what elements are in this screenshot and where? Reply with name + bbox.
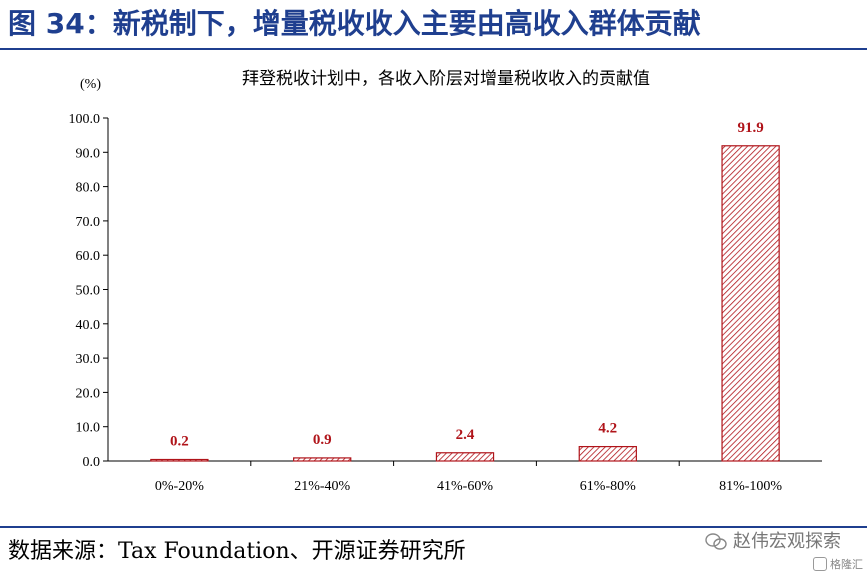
y-tick-label: 30.0 bbox=[76, 352, 101, 367]
wechat-icon bbox=[705, 533, 727, 550]
y-tick-label: 70.0 bbox=[76, 215, 101, 230]
y-tick-label: 10.0 bbox=[76, 421, 101, 436]
y-tick-label: 40.0 bbox=[76, 318, 101, 333]
x-tick-label: 81%-100% bbox=[719, 479, 782, 494]
y-unit-label: (%) bbox=[80, 77, 101, 92]
axes: 0.0 10.0 20.0 30.0 40.0 50.0 60.0 70.0 80.0 90.0 1… bbox=[69, 112, 822, 494]
source-note: 数据来源：Tax Foundation、开源证券研究所 bbox=[8, 539, 466, 564]
x-tick-label: 21%-40% bbox=[294, 479, 350, 494]
watermark-small: 格隆汇 bbox=[813, 556, 863, 572]
y-tick-label: 100.0 bbox=[69, 112, 101, 127]
watermark-small-text: 格隆汇 bbox=[830, 558, 863, 571]
data-label: 0.9 bbox=[313, 432, 332, 448]
x-tick-label: 61%-80% bbox=[580, 479, 636, 494]
bar bbox=[721, 145, 780, 462]
bar bbox=[435, 452, 495, 462]
y-tick-label: 80.0 bbox=[76, 181, 101, 196]
title-rule bbox=[0, 48, 867, 50]
y-tick-label: 0.0 bbox=[83, 455, 101, 470]
bars bbox=[150, 145, 780, 462]
y-tick-label: 50.0 bbox=[76, 284, 101, 299]
watermark-text: 赵伟宏观探索 bbox=[733, 531, 841, 552]
y-tick-label: 20.0 bbox=[76, 386, 101, 401]
source-rule bbox=[0, 526, 867, 528]
bar bbox=[578, 445, 637, 462]
bar bbox=[150, 458, 209, 462]
value-labels: 0.2 0.9 2.4 4.2 91.9 bbox=[170, 120, 764, 450]
y-tick-label: 90.0 bbox=[76, 146, 101, 161]
x-tick-label: 0%-20% bbox=[155, 479, 204, 494]
chart-title: 拜登税收计划中，各收入阶层对增量税收收入的贡献值 bbox=[242, 69, 650, 89]
data-label: 4.2 bbox=[598, 421, 617, 437]
data-label: 0.2 bbox=[170, 434, 189, 450]
x-tick-label: 41%-60% bbox=[437, 479, 493, 494]
bar bbox=[293, 457, 352, 462]
y-tick-label: 60.0 bbox=[76, 249, 101, 264]
gelonghui-icon bbox=[813, 557, 827, 571]
data-label: 91.9 bbox=[737, 120, 763, 136]
data-label: 2.4 bbox=[456, 427, 475, 443]
figure-title: 图 34：新税制下，增量税收收入主要由高收入群体贡献 bbox=[8, 7, 701, 40]
watermark: 赵伟宏观探索 bbox=[705, 530, 841, 554]
bar-chart: (%) 拜登税收计划中，各收入阶层对增量税收收入的贡献值 0.0 10.0 20.0… bbox=[69, 69, 822, 494]
